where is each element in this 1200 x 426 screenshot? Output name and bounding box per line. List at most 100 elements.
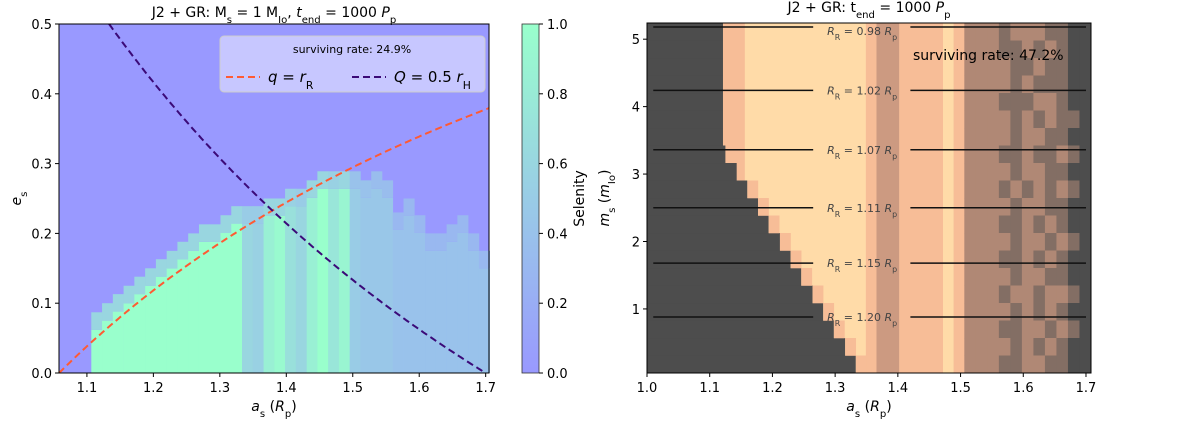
- heatmap-cell: [987, 75, 1000, 94]
- heatmap-cell: [998, 285, 1011, 304]
- heatmap-cell: [123, 285, 135, 304]
- heatmap-cell: [1010, 75, 1023, 94]
- heatmap-cell: [1021, 93, 1034, 111]
- text-segment: R: [835, 209, 841, 218]
- heatmap-cell: [964, 285, 977, 304]
- heatmap-cell: [263, 215, 275, 373]
- text-segment: R: [835, 33, 841, 42]
- heatmap-cell-edge: [845, 338, 857, 356]
- heatmap-cell: [964, 75, 977, 94]
- roche-limit-label: RR = 1.15 Rp: [827, 257, 897, 274]
- heatmap-cell: [975, 58, 988, 76]
- heatmap-cell: [1010, 233, 1023, 251]
- heatmap-cell: [1056, 40, 1069, 59]
- heatmap-cell: [1021, 128, 1034, 146]
- heatmap-cell: [998, 250, 1011, 269]
- heatmap-cell: [975, 93, 988, 111]
- heatmap-cell: [1010, 180, 1023, 199]
- heatmap-cell: [1010, 93, 1023, 111]
- heatmap-cell: [1056, 268, 1069, 286]
- heatmap-cell: [295, 188, 307, 207]
- heatmap-cell: [371, 171, 383, 189]
- heatmap-cell: [1010, 320, 1023, 339]
- heatmap-cell: [1021, 320, 1034, 339]
- colorbar-tick-label: 0.2: [547, 297, 568, 312]
- heatmap-cell: [1044, 93, 1057, 111]
- heatmap-cell: [328, 171, 340, 189]
- text-segment: p: [892, 151, 897, 160]
- heatmap-cell: [1067, 145, 1080, 164]
- heatmap-cell: [998, 145, 1011, 164]
- text-segment: = 1 M: [232, 5, 278, 21]
- heatmap-cell: [134, 294, 146, 373]
- y-tick-label: 0.3: [31, 158, 52, 173]
- x-tick-label: 1.6: [1013, 381, 1034, 396]
- heatmap-cell: [177, 259, 189, 373]
- heatmap-cell: [1067, 268, 1080, 286]
- heatmap-cell: [1067, 128, 1080, 146]
- heatmap-cell: [1044, 40, 1057, 59]
- heatmap-cell: [381, 197, 394, 373]
- heatmap-cell: [209, 241, 221, 373]
- text-segment: Q: [394, 68, 406, 86]
- heatmap-cell: [964, 58, 977, 76]
- heatmap-cell: [1021, 110, 1034, 129]
- heatmap-cell: [1010, 145, 1023, 164]
- heatmap-cell: [145, 285, 157, 373]
- roche-limit-label: RR = 1.07 Rp: [827, 144, 897, 161]
- heatmap-cell: [964, 163, 977, 181]
- x-tick-label: 1.4: [888, 381, 909, 396]
- text-segment: R: [827, 84, 835, 97]
- heatmap-cell-edge: [812, 285, 824, 304]
- curve-q-equals-rR: [59, 107, 489, 373]
- heatmap-cell-dark: [647, 338, 846, 356]
- heatmap-cell: [1021, 198, 1034, 216]
- heatmap-cell: [1021, 145, 1034, 164]
- text-segment: R: [827, 257, 835, 270]
- y-tick-label: 1: [632, 303, 640, 318]
- heatmap-cell: [1021, 338, 1034, 356]
- text-segment: P: [381, 5, 390, 21]
- heatmap-cell: [435, 250, 447, 373]
- heatmap-cell: [998, 320, 1011, 339]
- heatmap-cell: [1056, 320, 1069, 339]
- heatmap-cell: [1021, 58, 1034, 76]
- heatmap-cell: [964, 320, 977, 339]
- heatmap-cell: [349, 171, 361, 189]
- text-segment: m: [597, 184, 613, 198]
- text-segment: = 0.5: [406, 68, 457, 86]
- text-segment: = 1.11: [840, 202, 884, 215]
- heatmap-cell: [987, 268, 1000, 286]
- heatmap-cell: [975, 268, 988, 286]
- heatmap-cell: [1044, 23, 1057, 41]
- heatmap-cell: [1021, 250, 1034, 269]
- heatmap-cell: [1010, 285, 1023, 304]
- heatmap: [647, 23, 1092, 374]
- heatmap-cell: [1044, 285, 1057, 304]
- heatmap-cell-edge: [833, 320, 845, 339]
- heatmap-cell: [1021, 233, 1034, 251]
- heatmap-cell: [1010, 23, 1023, 41]
- text-segment: p: [892, 319, 897, 328]
- heatmap-cell: [188, 250, 200, 373]
- text-segment: R: [835, 151, 841, 160]
- heatmap-cell: [975, 355, 988, 374]
- text-segment: ): [886, 399, 891, 415]
- text-segment: p: [880, 409, 886, 420]
- heatmap-cell: [1056, 93, 1069, 111]
- text-segment: p: [944, 10, 950, 21]
- heatmap-cell: [975, 215, 988, 234]
- colorbar-label: Selenity: [572, 170, 588, 227]
- heatmap-band: [876, 23, 900, 373]
- text-segment: R: [306, 79, 314, 92]
- heatmap-cell: [1056, 23, 1069, 41]
- heatmap-cell: [1033, 285, 1046, 304]
- curve-Q-equals-half-rH: [108, 24, 487, 373]
- heatmap-cell: [987, 58, 1000, 76]
- heatmap-cell: [446, 241, 458, 373]
- heatmap-cell: [1079, 128, 1092, 146]
- heatmap-cell: [1044, 320, 1057, 339]
- heatmap-cell: [987, 338, 1000, 356]
- heatmap-cell: [1056, 180, 1069, 199]
- heatmap-cell: [306, 197, 318, 373]
